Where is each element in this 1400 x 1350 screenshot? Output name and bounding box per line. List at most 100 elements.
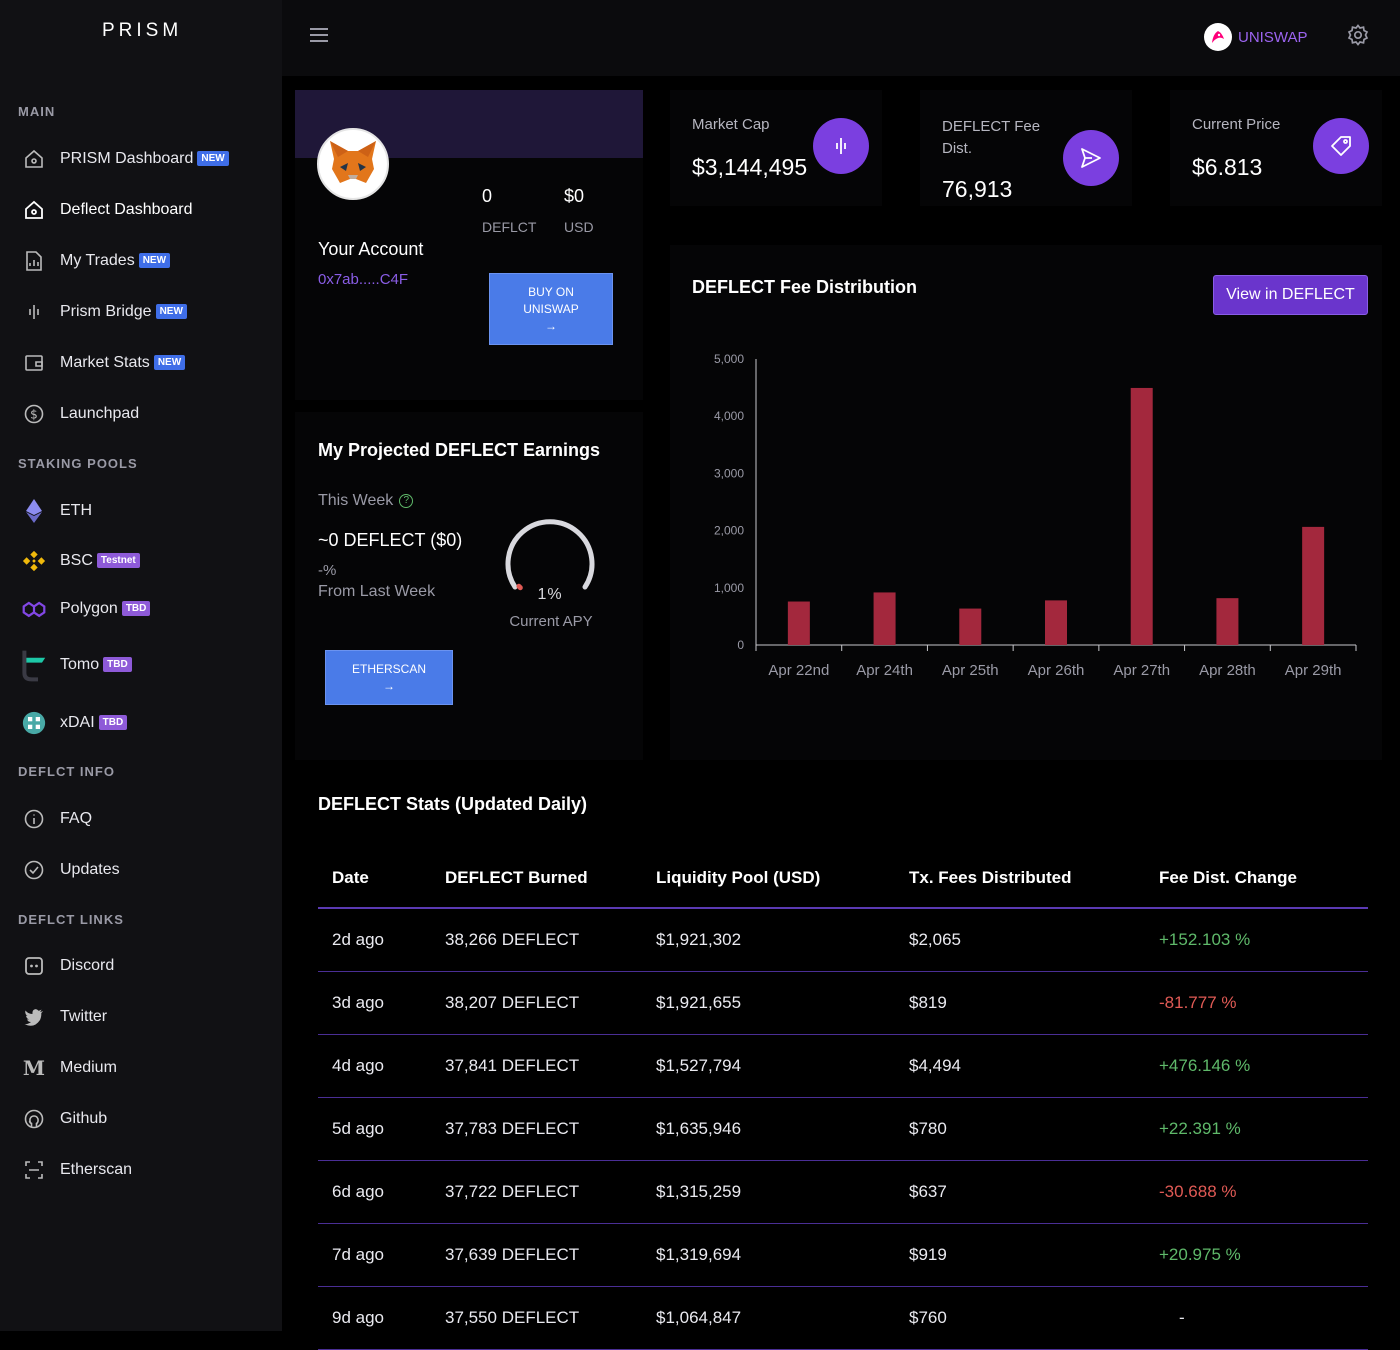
cell-burned: 37,550 DEFLECT: [431, 1286, 642, 1350]
arrow-right-icon: →: [545, 319, 557, 333]
tbd-badge: TBD: [98, 715, 128, 731]
x-tick-label: Apr 25th: [942, 662, 999, 679]
sidebar-item-my-trades[interactable]: My Trades NEW: [22, 246, 171, 276]
sidebar-item-label: Medium: [60, 1059, 117, 1076]
sidebar-item-github[interactable]: Github: [22, 1104, 107, 1134]
deflct-label: DEFLCT: [482, 219, 537, 235]
sidebar-item-updates[interactable]: Updates: [22, 855, 120, 885]
change-value: -%: [318, 562, 337, 579]
help-icon[interactable]: ?: [399, 494, 414, 508]
cell-change: +152.103 %: [1145, 908, 1368, 972]
cell-date: 5d ago: [318, 1097, 431, 1161]
column-header-fees: Tx. Fees Distributed: [895, 848, 1145, 909]
cell-burned: 37,783 DEFLECT: [431, 1097, 642, 1161]
cell-date: 9d ago: [318, 1286, 431, 1350]
bsc-icon: [22, 549, 46, 573]
account-address[interactable]: 0x7ab.....C4F: [318, 271, 409, 288]
sidebar-item-label: My Trades: [60, 252, 135, 269]
cell-liquidity: $1,319,694: [642, 1223, 895, 1287]
cell-change: -81.777 %: [1145, 971, 1368, 1035]
sidebar-item-eth[interactable]: ETH: [22, 496, 92, 526]
sidebar-item-label: Twitter: [60, 1008, 108, 1025]
sidebar-item-bsc[interactable]: BSC Testnet: [22, 546, 140, 576]
home-icon: [22, 147, 46, 171]
table-header-row: Date DEFLECT Burned Liquidity Pool (USD)…: [318, 848, 1368, 909]
sidebar-item-faq[interactable]: FAQ: [22, 804, 92, 834]
eth-icon: [22, 499, 46, 523]
section-main: MAIN: [18, 104, 56, 119]
sidebar-item-deflect-dashboard[interactable]: Deflect Dashboard: [22, 195, 193, 225]
sidebar-item-label: FAQ: [60, 810, 93, 827]
y-tick-label: 2,000: [714, 524, 744, 538]
change-label: From Last Week: [318, 583, 436, 600]
sidebar-item-label: xDAI: [60, 714, 95, 731]
waveform-icon: [22, 300, 46, 324]
chart-bar: [1302, 526, 1325, 645]
price-tag-icon: [1313, 118, 1369, 174]
new-badge: NEW: [153, 355, 186, 371]
wallet-icon: [22, 351, 46, 375]
cell-date: 4d ago: [318, 1034, 431, 1098]
cell-fees: $780: [895, 1097, 1145, 1161]
sidebar-item-xdai[interactable]: xDAI TBD: [22, 708, 128, 738]
x-tick-label: Apr 29th: [1285, 662, 1342, 679]
cell-date: 7d ago: [318, 1223, 431, 1287]
table-row: 3d ago 38,207 DEFLECT $1,921,655 $819 -81.77…: [318, 971, 1368, 1035]
settings-gear-icon[interactable]: [1347, 24, 1369, 51]
dollar-icon: $: [22, 402, 46, 426]
cell-liquidity: $1,064,847: [642, 1286, 895, 1350]
sidebar-item-twitter[interactable]: Twitter: [22, 1002, 107, 1032]
chart-bar: [1045, 600, 1067, 645]
new-badge: NEW: [138, 253, 171, 269]
new-badge: NEW: [197, 151, 229, 167]
section-staking: STAKING POOLS: [18, 456, 138, 471]
sidebar-item-prism-bridge[interactable]: Prism Bridge NEW: [22, 297, 187, 327]
x-tick-label: Apr 28th: [1199, 662, 1256, 679]
cell-change: -: [1145, 1286, 1368, 1350]
chart-bar: [873, 592, 896, 645]
sidebar-item-medium[interactable]: M Medium: [22, 1053, 117, 1083]
sidebar-item-etherscan[interactable]: Etherscan: [22, 1155, 132, 1185]
send-icon: [1063, 130, 1119, 186]
market-cap-value: $3,144,495: [692, 154, 808, 180]
sidebar-item-launchpad[interactable]: $ Launchpad: [22, 399, 139, 429]
table-row: 5d ago 37,783 DEFLECT $1,635,946 $780 +22.39…: [318, 1097, 1368, 1161]
tbd-badge: TBD: [121, 601, 151, 617]
y-tick-label: 5,000: [714, 352, 744, 366]
view-in-deflect-button[interactable]: View in DEFLECT: [1213, 275, 1368, 315]
polygon-icon: [22, 597, 46, 621]
cell-burned: 37,722 DEFLECT: [431, 1160, 642, 1224]
sidebar-item-label: Prism Bridge: [60, 303, 152, 320]
cell-burned: 37,841 DEFLECT: [431, 1034, 642, 1098]
home-icon: [22, 198, 46, 222]
current-price-value: $6.813: [1192, 154, 1263, 180]
earnings-title: My Projected DEFLECT Earnings: [318, 440, 601, 460]
buy-on-uniswap-button[interactable]: BUY ON UNISWAP →: [489, 273, 613, 345]
this-week-label: This Week ?: [318, 492, 414, 510]
uniswap-label: UNISWAP: [1238, 28, 1308, 46]
sidebar-item-polygon[interactable]: Polygon TBD: [22, 594, 151, 624]
sidebar-item-market-stats[interactable]: Market Stats NEW: [22, 348, 186, 378]
market-cap-label: Market Cap: [692, 116, 770, 133]
cell-change: -30.688 %: [1145, 1160, 1368, 1224]
fee-dist-label-line2: Dist.: [942, 140, 972, 157]
cell-liquidity: $1,315,259: [642, 1160, 895, 1224]
stats-table: Date DEFLECT Burned Liquidity Pool (USD)…: [318, 848, 1368, 1350]
discord-icon: [22, 954, 46, 978]
etherscan-button[interactable]: ETHERSCAN →: [325, 650, 453, 705]
sidebar-item-discord[interactable]: Discord: [22, 951, 114, 981]
this-week-text: This Week: [318, 492, 394, 509]
sidebar-item-tomo[interactable]: Tomo TBD: [22, 650, 132, 682]
sidebar-item-label: Market Stats: [60, 354, 150, 371]
sidebar-item-prism-dashboard[interactable]: PRISM Dashboard NEW: [22, 144, 229, 174]
github-icon: [22, 1107, 46, 1131]
new-badge: NEW: [155, 304, 187, 320]
cell-fees: $760: [895, 1286, 1145, 1350]
uniswap-button[interactable]: UNISWAP: [1204, 23, 1307, 51]
arrow-right-icon: →: [383, 679, 395, 693]
cell-date: 3d ago: [318, 971, 431, 1035]
fee-distribution-chart: 0 1,000 2,000 3,000 4,000 5,000 Apr 22nd Apr 24…: [714, 352, 1357, 679]
tbd-badge: TBD: [103, 657, 132, 673]
menu-icon[interactable]: [310, 28, 328, 44]
account-title: Your Account: [318, 239, 424, 259]
